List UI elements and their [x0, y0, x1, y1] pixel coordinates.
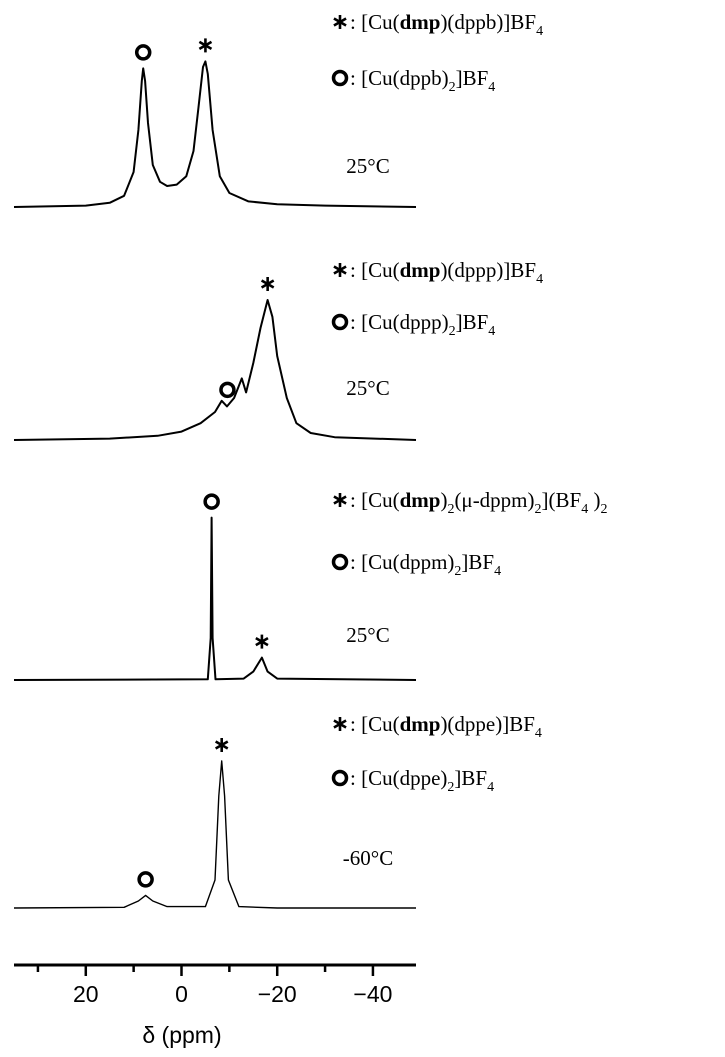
legend-circle	[331, 553, 349, 571]
asterisk-marker	[255, 634, 269, 649]
label-run: ]BF	[456, 66, 489, 90]
x-tick-label: −40	[353, 981, 392, 1007]
asterisk-stroke	[333, 265, 347, 275]
x-axis-label: δ (ppm)	[142, 1022, 221, 1048]
label-run: )(dppe)]BF	[440, 712, 534, 736]
label-run: )(dppp)]BF	[440, 258, 536, 282]
label-run: : [Cu(	[350, 258, 400, 282]
label-run: )	[440, 488, 447, 512]
label-run: (μ-dppm)	[454, 488, 534, 512]
label-run: 2	[447, 502, 454, 517]
circle-marker	[137, 871, 154, 888]
label-run: 4	[536, 272, 543, 287]
legend-label: : [Cu(dppm)2]BF4	[350, 550, 501, 579]
legend-label: : [Cu(dppp)2]BF4	[350, 310, 495, 339]
label-run: 4	[536, 24, 543, 39]
legend-label: : [Cu(dmp)2(μ-dppm)2](BF4 )2	[350, 488, 607, 517]
label-run: : [Cu(	[350, 10, 400, 34]
label-run: ](BF	[542, 488, 582, 512]
label-run: dmp	[400, 258, 441, 282]
label-run: 2	[454, 564, 461, 579]
label-run: ]BF	[454, 766, 487, 790]
spectrum-line	[13, 299, 417, 441]
label-run: )	[588, 488, 600, 512]
label-run: 4	[494, 564, 501, 579]
legend-asterisk	[333, 717, 347, 731]
asterisk-marker	[214, 738, 229, 752]
asterisk-stroke	[198, 40, 213, 51]
legend-asterisk	[333, 263, 347, 277]
spectrum-line	[13, 60, 417, 208]
label-run: dmp	[400, 10, 441, 34]
asterisk-marker	[198, 38, 213, 53]
asterisk-stroke	[214, 740, 229, 750]
asterisk-stroke	[333, 719, 347, 729]
label-run: dmp	[400, 712, 441, 736]
label-run: dmp	[400, 488, 441, 512]
circle-marker	[219, 381, 236, 399]
asterisk-stroke	[333, 495, 347, 505]
label-run: ]BF	[456, 310, 489, 334]
x-tick-label: −20	[258, 981, 297, 1007]
label-run: ]BF	[461, 550, 494, 574]
legend-asterisk	[333, 15, 347, 29]
label-run: : [Cu(dppp)	[350, 310, 449, 334]
legend-asterisk	[333, 493, 347, 507]
asterisk-stroke	[255, 636, 269, 647]
spectrum-line	[13, 760, 416, 909]
temperature-label: 25°C	[346, 623, 389, 647]
legend-label: : [Cu(dmp)(dppb)]BF4	[350, 10, 543, 39]
temperature-label: -60°C	[343, 846, 393, 870]
legend-label: : [Cu(dppe)2]BF4	[350, 766, 494, 795]
label-run: 2	[535, 502, 542, 517]
legend-label: : [Cu(dmp)(dppp)]BF4	[350, 258, 543, 287]
legend-circle	[331, 69, 349, 87]
x-tick-label: 0	[175, 981, 188, 1007]
label-run: : [Cu(dppm)	[350, 550, 454, 574]
legend-label: : [Cu(dppb)2]BF4	[350, 66, 495, 95]
temperature-label: 25°C	[346, 154, 389, 178]
label-run: : [Cu(	[350, 712, 400, 736]
label-run: 4	[487, 780, 494, 795]
label-run: 2	[600, 502, 607, 517]
label-run: : [Cu(dppe)	[350, 766, 447, 790]
label-run: 4	[488, 324, 495, 339]
temperature-label: 25°C	[346, 376, 389, 400]
asterisk-stroke	[333, 17, 347, 27]
label-run: : [Cu(dppb)	[350, 66, 449, 90]
circle-marker	[203, 493, 220, 510]
asterisk-stroke	[260, 279, 275, 289]
label-run: 2	[449, 324, 456, 339]
circle-marker	[134, 44, 152, 61]
label-run: 2	[449, 80, 456, 95]
label-run: 4	[488, 80, 495, 95]
label-run: )(dppb)]BF	[440, 10, 536, 34]
spectrum-line	[13, 516, 417, 681]
label-run: 2	[447, 780, 454, 795]
x-tick-label: 20	[73, 981, 99, 1007]
legend-circle	[331, 313, 349, 331]
legend-label: : [Cu(dmp)(dppe)]BF4	[350, 712, 542, 741]
label-run: 4	[535, 726, 542, 741]
legend-circle	[331, 769, 349, 787]
label-run: 4	[581, 502, 588, 517]
asterisk-marker	[260, 277, 275, 291]
label-run: : [Cu(	[350, 488, 400, 512]
